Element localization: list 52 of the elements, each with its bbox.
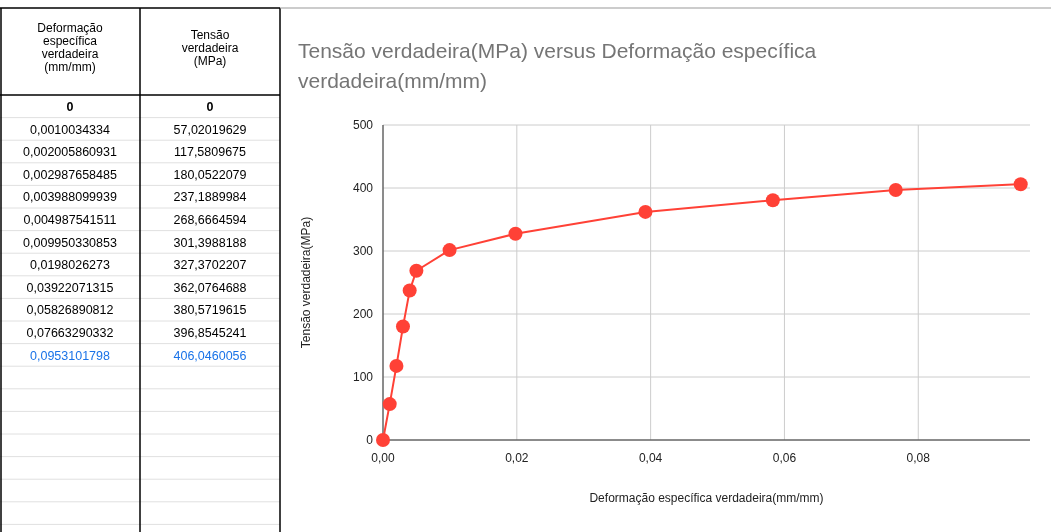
point — [1013, 177, 1028, 192]
text: 362,0764688 — [173, 280, 247, 295]
point — [765, 193, 780, 208]
text: 406,0460056 — [173, 348, 247, 363]
point — [508, 226, 523, 241]
y-tick-label: 100 — [352, 370, 374, 384]
text: 327,3702207 — [173, 258, 247, 273]
text: 57,02019629 — [173, 122, 247, 137]
text: Deformação específica verdadeira (mm/mm) — [37, 21, 103, 74]
y-tick-label: 400 — [352, 181, 374, 195]
text: 0,002987658485 — [23, 167, 117, 182]
point — [442, 243, 457, 258]
point — [638, 204, 653, 219]
x-axis-title: Deformação específica verdadeira(mm/mm) — [589, 491, 824, 505]
y-tick-label: 500 — [352, 118, 374, 132]
text: 0,003988099939 — [23, 190, 117, 205]
text: 0,009950330853 — [23, 235, 117, 250]
text: 0,004987541511 — [23, 213, 117, 227]
text: 0,07663290332 — [26, 326, 114, 340]
chart-title: Tensão verdadeira(MPa) versus Deformação específica verdadeira(mm/mm) — [298, 39, 817, 92]
x-tick-label: 0,02 — [505, 451, 529, 465]
point — [376, 433, 390, 447]
text: 396,8545241 — [173, 326, 247, 340]
point — [395, 319, 410, 334]
point — [402, 283, 417, 298]
text: 237,1889984 — [173, 190, 247, 205]
x-tick-label: 0,00 — [371, 451, 395, 465]
text: 268,6664594 — [173, 213, 247, 227]
point — [389, 358, 404, 373]
y-tick-label: 0 — [366, 433, 374, 447]
text: Tensão verdadeira (MPa) — [181, 27, 239, 68]
text: 0,0953101798 — [30, 348, 111, 363]
text: 0,0198026273 — [30, 258, 111, 273]
text: 0 — [206, 100, 214, 114]
y-tick-label: 300 — [352, 244, 374, 258]
text: 0,002005860931 — [23, 145, 117, 160]
x-tick-label: 0,04 — [638, 451, 663, 465]
text: 380,5719615 — [173, 303, 247, 318]
text: 180,0522079 — [173, 167, 247, 182]
text: 0,03922071315 — [26, 280, 114, 295]
text: 0,05826890812 — [26, 303, 114, 318]
text: 0,0010034334 — [30, 122, 111, 137]
point — [409, 263, 424, 278]
y-axis-title: Tensão verdadeira(MPa) — [299, 216, 313, 349]
text: 301,3988188 — [173, 235, 247, 250]
x-tick-label: 0,06 — [772, 451, 797, 465]
point — [382, 397, 397, 412]
x-tick-label: 0,08 — [906, 451, 931, 465]
text: 117,5809675 — [173, 145, 247, 160]
y-tick-label: 200 — [352, 307, 374, 321]
point — [888, 182, 903, 197]
text: 0 — [66, 100, 74, 114]
